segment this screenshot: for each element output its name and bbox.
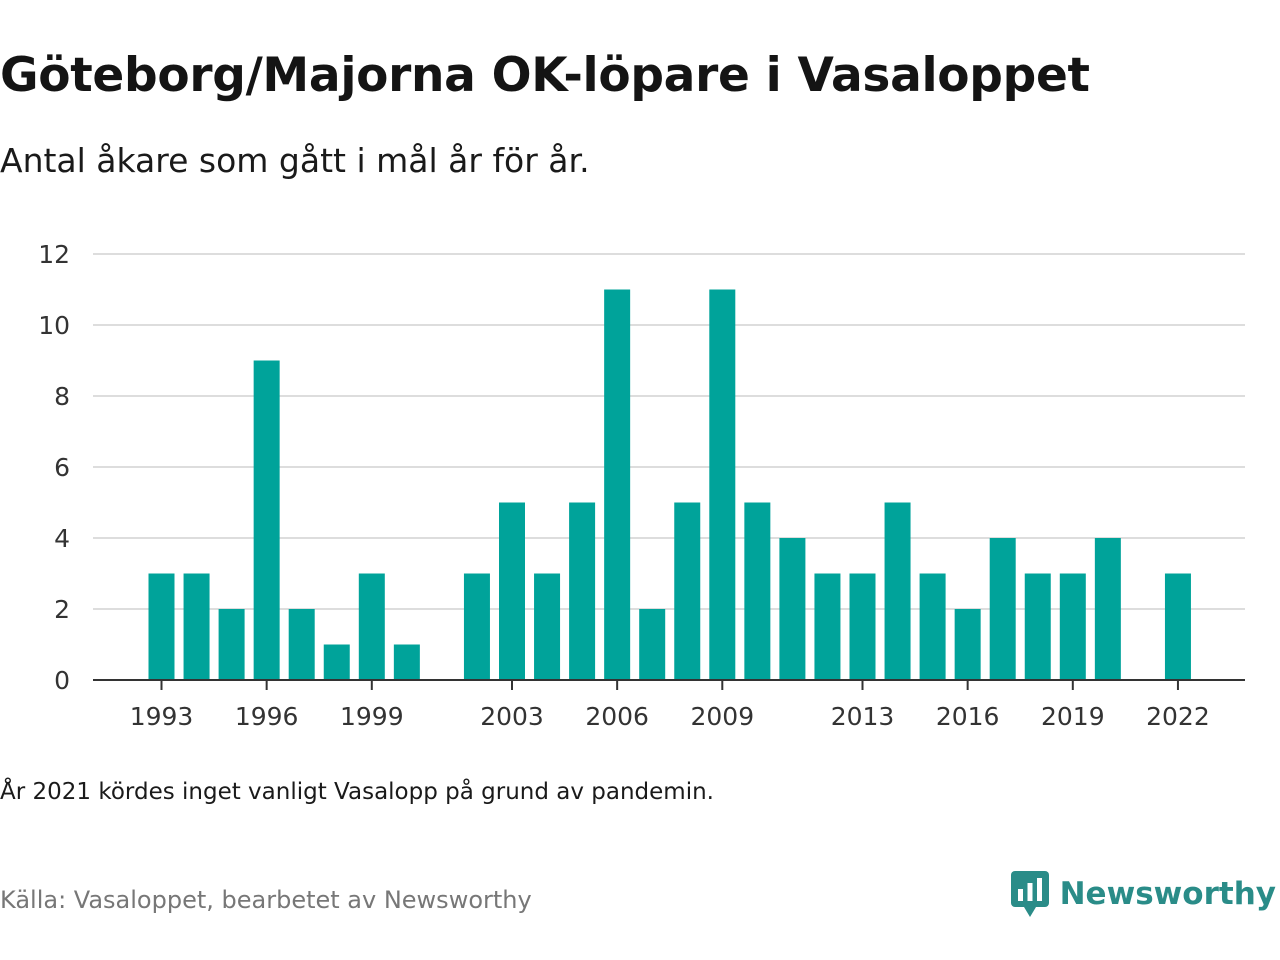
bar-2014	[884, 502, 911, 680]
bar-2002	[463, 573, 490, 680]
bar-2019	[1059, 573, 1086, 680]
bar-1996	[253, 360, 280, 680]
bars	[148, 289, 1191, 680]
newsworthy-logo-icon	[1010, 871, 1049, 917]
x-tick-label: 2016	[936, 702, 1000, 731]
bar-2013	[849, 573, 876, 680]
bar-2018	[1024, 573, 1051, 680]
axes: 0 2 4 6 8 10 12 1993 1996 1999 2003 2006 2009 2013 201…	[38, 240, 1245, 731]
bar-2003	[499, 502, 525, 680]
brand-name: Newsworthy	[1059, 876, 1276, 912]
bar-2005	[569, 502, 596, 680]
footnote: År 2021 kördes inget vanligt Vasalopp på…	[0, 779, 714, 805]
bar-2010	[744, 502, 771, 680]
bar-1998	[323, 644, 350, 680]
bar-2022	[1164, 573, 1191, 680]
bar-2011	[779, 538, 806, 680]
gridlines	[93, 253, 1245, 610]
bar-2017	[989, 538, 1016, 680]
bar-1994	[183, 573, 210, 680]
chart-title: Göteborg/Majorna OK-löpare i Vasaloppet	[0, 48, 1090, 103]
y-tick-label: 6	[54, 453, 70, 482]
bar-2006	[604, 289, 631, 680]
bar-2007	[639, 609, 666, 680]
y-tick-label: 8	[54, 382, 70, 411]
x-tick-label: 1999	[340, 702, 404, 731]
x-tick-label: 2009	[690, 702, 754, 731]
x-tick-label: 1993	[130, 702, 194, 731]
x-tick-label: 2019	[1041, 702, 1105, 731]
bar-2000	[393, 644, 420, 680]
bar-2008	[674, 502, 701, 680]
y-tick-label: 0	[54, 666, 70, 695]
bar-2016	[954, 609, 981, 680]
x-tick-label: 2006	[585, 702, 649, 731]
x-tick-label: 2013	[831, 702, 895, 731]
bar-2004	[534, 573, 561, 680]
source-credit: Källa: Vasaloppet, bearbetet av Newswort…	[0, 886, 532, 914]
bar-1995	[218, 609, 245, 680]
bar-1993	[148, 573, 175, 680]
bar-2015	[919, 573, 946, 680]
y-tick-label: 10	[38, 311, 70, 340]
bar-2009	[709, 289, 736, 680]
bar-2020	[1094, 538, 1121, 680]
bar-chart: 0 2 4 6 8 10 12 1993 1996 1999 2003 2006 2009 2013 201…	[38, 240, 1245, 731]
brand-logo: Newsworthy	[1010, 870, 1276, 918]
y-tick-label: 4	[54, 524, 70, 553]
bar-2012	[814, 573, 841, 680]
bar-1999	[358, 573, 385, 680]
chart-subtitle: Antal åkare som gått i mål år för år.	[0, 141, 590, 180]
x-tick-label: 2003	[480, 702, 544, 731]
y-tick-label: 2	[54, 595, 70, 624]
x-tick-label: 1996	[235, 702, 299, 731]
y-tick-label: 12	[38, 240, 70, 269]
x-tick-label: 2022	[1146, 702, 1210, 731]
bar-1997	[288, 609, 315, 680]
